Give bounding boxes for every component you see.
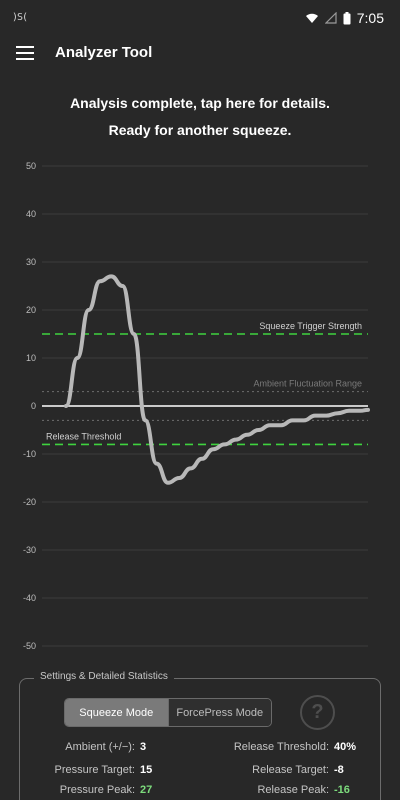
status-bar: )S( 7:05 (0, 0, 400, 36)
stat-release-target: Release Target: -8 (200, 764, 360, 776)
analysis-details-link[interactable]: Analysis complete, tap here for details. (70, 95, 330, 111)
wifi-icon (305, 13, 318, 23)
stat-value: -8 (334, 764, 344, 776)
status-icons: 7:05 (305, 10, 384, 26)
y-tick-label: -30 (23, 545, 36, 555)
stat-label: Release Peak: (257, 784, 329, 796)
y-tick-label: -40 (23, 593, 36, 603)
app-bar: Analyzer Tool (0, 36, 400, 70)
pressure-curve (64, 274, 370, 485)
stat-value: 3 (140, 741, 147, 753)
stat-label: Pressure Peak: (59, 784, 135, 796)
squeeze-mode-button[interactable]: Squeeze Mode (65, 699, 168, 726)
stat-label: Release Target: (252, 764, 329, 776)
mode-toggle: Squeeze Mode ForcePress Mode (64, 698, 272, 727)
stat-label: Ambient (+/−): (65, 741, 135, 753)
y-tick-label: 40 (26, 209, 36, 219)
hamburger-menu-icon[interactable] (16, 45, 36, 61)
stat-pressure-target: Pressure Target: 15 (20, 764, 160, 776)
forcepress-mode-button[interactable]: ForcePress Mode (167, 699, 271, 726)
panel-title: Settings & Detailed Statistics (34, 671, 174, 682)
y-tick-label: -50 (23, 641, 36, 651)
stat-value: 40% (334, 741, 357, 753)
stat-value: 27 (140, 784, 153, 796)
y-tick-label: 30 (26, 257, 36, 267)
stat-label: Pressure Target: (54, 764, 135, 776)
y-tick-label: -10 (23, 449, 36, 459)
reference-line-label: Squeeze Trigger Strength (259, 321, 362, 331)
notification-icon: )S( (12, 12, 28, 23)
status-time: 7:05 (356, 10, 384, 26)
reference-line-label: Release Threshold (46, 431, 121, 441)
stat-release-peak: Release Peak: -16 (200, 784, 360, 796)
reference-line-label: Ambient Fluctuation Range (253, 379, 362, 389)
y-tick-label: 0 (31, 401, 36, 411)
stat-release-threshold: Release Threshold: 40% (200, 741, 360, 753)
settings-panel: Settings & Detailed Statistics Squeeze M… (19, 671, 381, 800)
battery-icon (343, 11, 351, 24)
y-tick-label: 20 (26, 305, 36, 315)
stat-value: 15 (140, 764, 153, 776)
ready-message: Ready for another squeeze. (108, 122, 292, 138)
y-tick-label: 50 (26, 161, 36, 171)
y-tick-label: -20 (23, 497, 36, 507)
stat-pressure-peak: Pressure Peak: 27 (20, 784, 160, 796)
y-tick-label: 10 (26, 353, 36, 363)
app-title: Analyzer Tool (55, 44, 153, 61)
pressure-chart: 50 40 30 20 10 0 -10 -20 -30 -40 -50 Squeeze Trigg… (23, 161, 370, 651)
stat-label: Release Threshold: (233, 741, 329, 753)
help-icon[interactable]: ? (300, 695, 335, 730)
stat-value: -16 (334, 784, 350, 796)
signal-icon (324, 12, 337, 24)
stat-ambient: Ambient (+/−): 3 (20, 741, 160, 753)
